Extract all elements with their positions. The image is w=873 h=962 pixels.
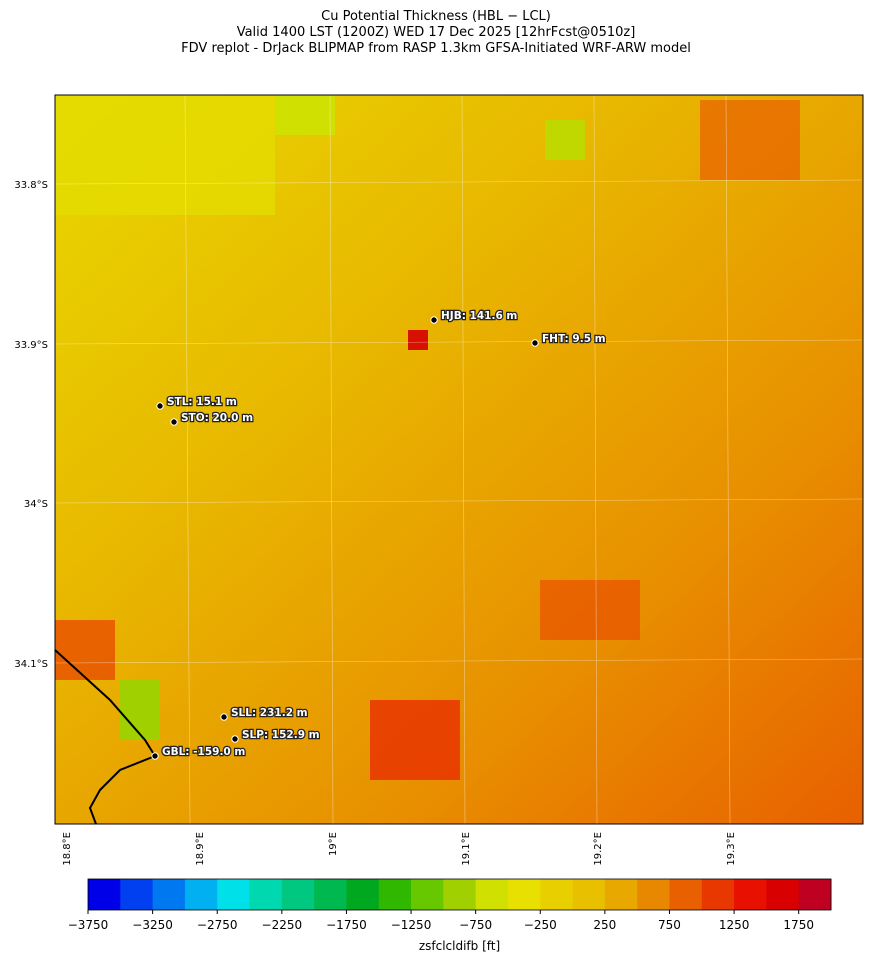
colorbar-cell <box>475 879 509 910</box>
colorbar-cell <box>152 879 186 910</box>
colorbar-cell <box>281 879 315 910</box>
graticule <box>54 94 864 825</box>
colorbar-cell <box>217 879 251 910</box>
title-line: Cu Potential Thickness (HBL − LCL) <box>321 9 551 24</box>
coastline <box>54 649 157 825</box>
station-dot <box>220 713 228 721</box>
colorbar-frame <box>87 878 832 911</box>
colorbar-tick-label: −3750 <box>68 918 109 932</box>
station-label: SLL: 231.2 m <box>231 707 308 719</box>
station-label: SLP: 152.9 m <box>242 729 320 741</box>
colorbar-cell <box>184 879 218 910</box>
colorbar-tick-label: −1250 <box>391 918 432 932</box>
colorbar-cell <box>443 879 477 910</box>
station-dot <box>430 316 438 324</box>
colorbar-cell <box>540 879 574 910</box>
station-label: STL: 15.1 m <box>167 396 237 408</box>
colorbar-cell <box>88 879 121 910</box>
colorbar-cell <box>120 879 154 910</box>
colorbar-tick-label: −1750 <box>326 918 367 932</box>
colorbar-cell <box>798 879 832 910</box>
station-dot <box>531 339 539 347</box>
field-patch <box>700 100 800 180</box>
station-dot <box>170 418 178 426</box>
field-patch <box>55 620 115 680</box>
title-line: FDV replot - DrJack BLIPMAP from RASP 1.… <box>181 41 691 56</box>
station-label: STO: 20.0 m <box>181 412 253 424</box>
title-line: Valid 1400 LST (1200Z) WED 17 Dec 2025 [… <box>237 25 636 40</box>
colorbar-cell <box>572 879 606 910</box>
lon-label: 18.9°E <box>195 832 206 866</box>
station-label: FHT: 9.5 m <box>542 333 606 345</box>
lon-label: 19.1°E <box>461 832 472 866</box>
colorbar-cell <box>766 879 800 910</box>
field-patch <box>275 95 335 135</box>
colorbar-cell <box>378 879 412 910</box>
field-patch <box>545 120 585 160</box>
colorbar-tick-label: 1250 <box>719 918 750 932</box>
colorbar-cell <box>701 879 735 910</box>
station-dot <box>231 735 239 743</box>
colorbar-tick-label: −250 <box>524 918 557 932</box>
lat-label: 34.1°S <box>14 659 48 670</box>
colorbar-cell <box>249 879 283 910</box>
field-patch <box>540 580 640 640</box>
colorbar-cell <box>346 879 380 910</box>
field-patch <box>120 680 160 740</box>
colorbar-tick-label: −2250 <box>262 918 303 932</box>
map-frame <box>54 94 864 825</box>
colorbar-tick-label: 1750 <box>783 918 814 932</box>
colorbar-tick-label: 250 <box>593 918 616 932</box>
colorbar-tick-label: −2750 <box>197 918 238 932</box>
lat-label: 34°S <box>24 499 48 510</box>
colorbar-cell <box>604 879 638 910</box>
map <box>54 94 864 825</box>
field-patch <box>55 95 275 215</box>
lon-label: 19.2°E <box>593 832 604 866</box>
colorbar-cell <box>734 879 767 910</box>
colorbar-cell <box>507 879 541 910</box>
colorbar-tick-label: −3250 <box>132 918 173 932</box>
colorbar-cell <box>314 879 347 910</box>
station-dot <box>156 402 164 410</box>
station-label: GBL: -159.0 m <box>162 746 245 758</box>
station-label: HJB: 141.6 m <box>441 310 517 322</box>
field-patch <box>370 700 460 780</box>
colorbar-cell <box>669 879 703 910</box>
colorbar-tick-label: 750 <box>658 918 681 932</box>
field-patch <box>408 330 428 350</box>
lon-label: 18.8°E <box>62 832 73 866</box>
lat-label: 33.8°S <box>14 180 48 191</box>
colorbar-label: zsfclcldifb [ft] <box>419 939 500 953</box>
colorbar-cell <box>411 879 444 910</box>
lon-label: 19.3°E <box>726 832 737 866</box>
lat-label: 33.9°S <box>14 340 48 351</box>
colorbar-cell <box>637 879 670 910</box>
lon-label: 19°E <box>328 832 339 856</box>
station-dot <box>151 752 159 760</box>
colorbar-tick-label: −750 <box>459 918 492 932</box>
